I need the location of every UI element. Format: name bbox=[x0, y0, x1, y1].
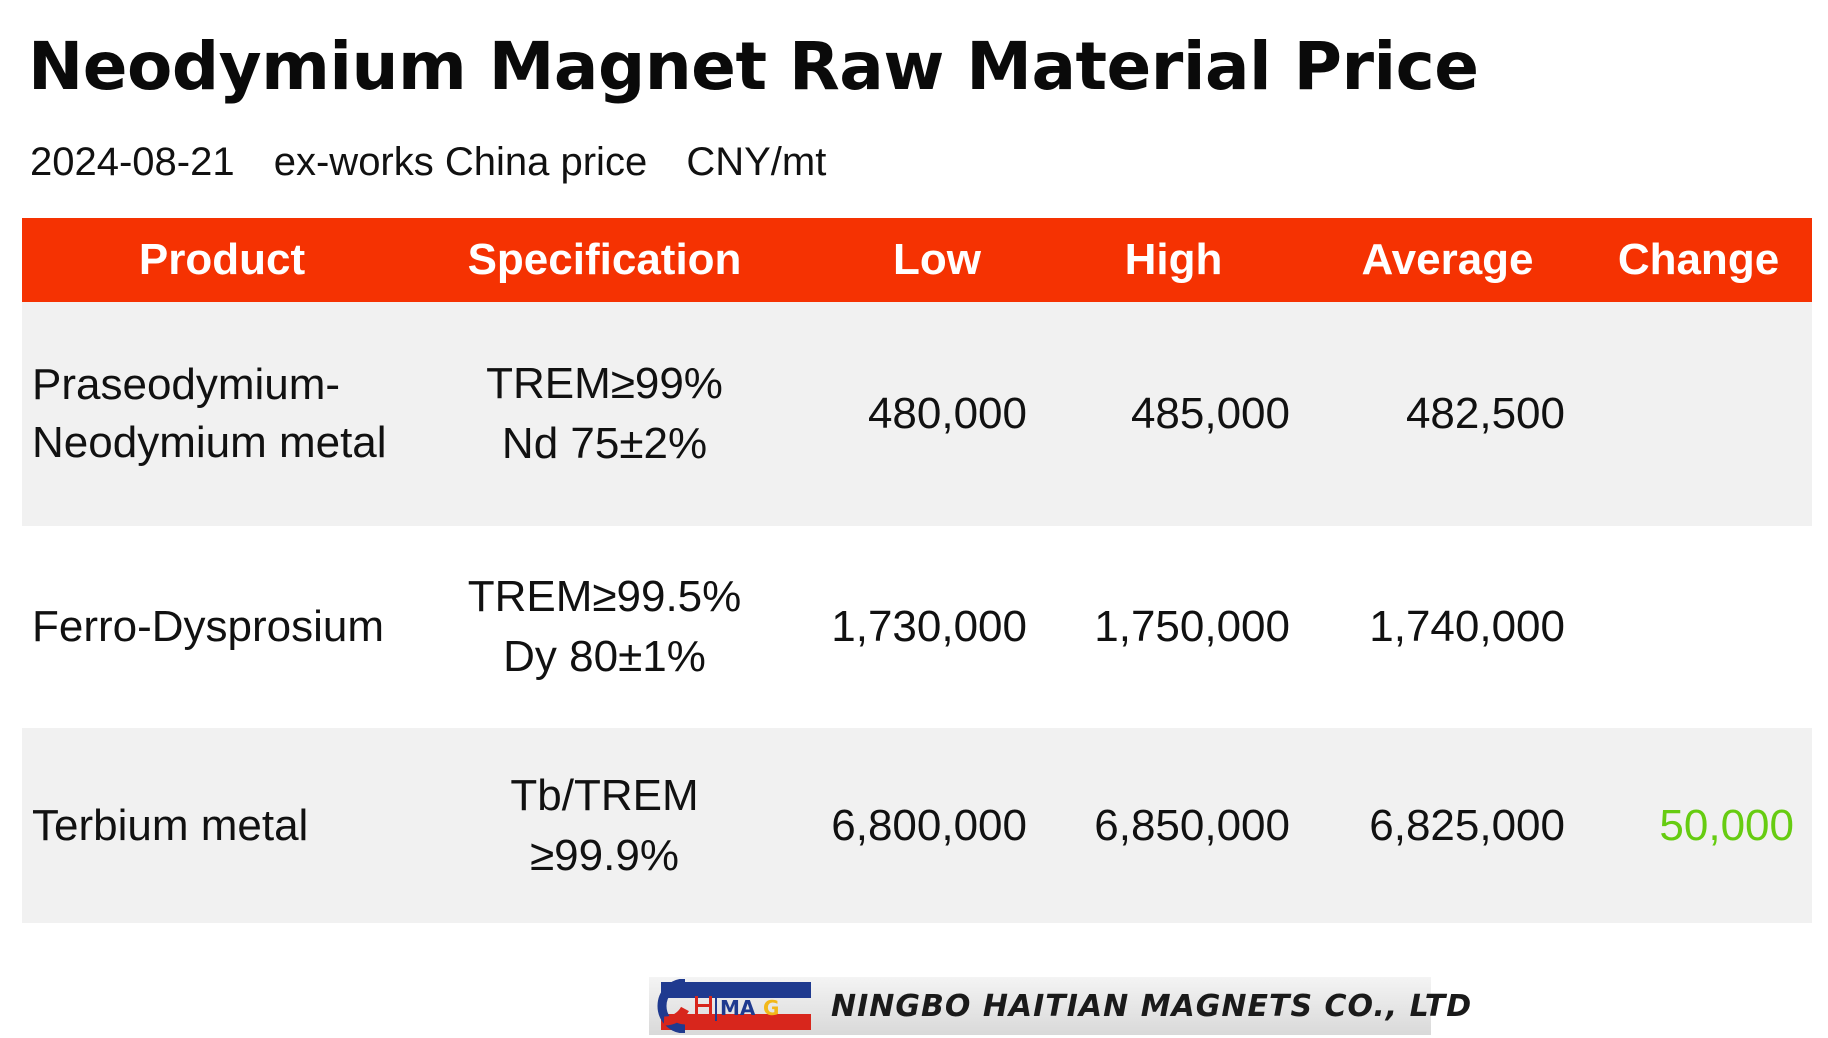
spec-line: Tb/TREM bbox=[510, 770, 699, 820]
high-price-cell: 485,000 bbox=[1130, 389, 1290, 438]
table-row: Terbium metal Tb/TREM ≥99.9% 6,800,000 6… bbox=[22, 728, 1812, 923]
spec-line: Dy 80±1% bbox=[503, 632, 706, 681]
column-header-specification: Specification bbox=[467, 235, 742, 284]
spec-cell: TREM≥99% Nd 75±2% bbox=[422, 354, 787, 474]
low-price-cell: 1,730,000 bbox=[831, 602, 1027, 651]
product-cell: Praseodymium- Neodymium metal bbox=[22, 356, 422, 472]
price-date: 2024-08-21 bbox=[30, 140, 235, 184]
column-header-product: Product bbox=[138, 235, 306, 284]
column-header-high: High bbox=[1124, 235, 1223, 284]
himag-logo-icon: MA G bbox=[657, 978, 811, 1034]
product-name-line: Neodymium metal bbox=[32, 418, 387, 467]
column-header-low: Low bbox=[893, 235, 981, 284]
column-header-change: Change bbox=[1617, 235, 1780, 284]
spec-cell: TREM≥99.5% Dy 80±1% bbox=[422, 567, 787, 687]
spec-line: TREM≥99.5% bbox=[467, 572, 742, 621]
spec-cell: Tb/TREM ≥99.9% bbox=[422, 766, 787, 886]
spec-line: Nd 75±2% bbox=[501, 419, 708, 468]
company-name: NINGBO HAITIAN MAGNETS CO., LTD bbox=[831, 988, 1473, 1024]
svg-text:MA: MA bbox=[720, 996, 756, 1020]
product-name-line: Ferro-Dysprosium bbox=[32, 602, 385, 651]
product-name-line: Praseodymium- bbox=[32, 360, 341, 409]
table-header: Product Specification Low High Average C… bbox=[22, 218, 1812, 302]
average-price-cell: 482,500 bbox=[1405, 389, 1565, 438]
average-price-cell: 6,825,000 bbox=[1369, 800, 1565, 850]
high-price-cell: 1,750,000 bbox=[1094, 602, 1290, 651]
company-logo-banner: MA G NINGBO HAITIAN MAGNETS CO., LTD bbox=[649, 977, 1471, 1035]
change-cell: 50,000 bbox=[1659, 800, 1794, 850]
svg-text:G: G bbox=[763, 996, 779, 1020]
himag-logo: MA G bbox=[651, 978, 813, 1034]
price-basis: ex-works China price bbox=[273, 140, 648, 184]
table-row: Ferro-Dysprosium TREM≥99.5% Dy 80±1% 1,7… bbox=[22, 526, 1812, 728]
price-table: Product Specification Low High Average C… bbox=[22, 218, 1812, 923]
table-row: Praseodymium- Neodymium metal TREM≥99% N… bbox=[22, 302, 1812, 526]
high-price-cell: 6,850,000 bbox=[1094, 800, 1290, 850]
product-name-line: Terbium metal bbox=[32, 800, 309, 850]
column-header-average: Average bbox=[1361, 235, 1534, 284]
page-title: Neodymium Magnet Raw Material Price bbox=[28, 28, 1479, 105]
spec-line: ≥99.9% bbox=[530, 830, 679, 880]
product-cell: Terbium metal bbox=[22, 797, 422, 855]
average-price-cell: 1,740,000 bbox=[1369, 602, 1565, 651]
spec-line: TREM≥99% bbox=[486, 359, 723, 408]
product-cell: Ferro-Dysprosium bbox=[22, 598, 422, 656]
low-price-cell: 480,000 bbox=[867, 389, 1027, 438]
low-price-cell: 6,800,000 bbox=[831, 800, 1027, 850]
subtitle: 2024-08-21 ex-works China price CNY/mt bbox=[30, 140, 854, 185]
price-unit: CNY/mt bbox=[686, 140, 827, 184]
